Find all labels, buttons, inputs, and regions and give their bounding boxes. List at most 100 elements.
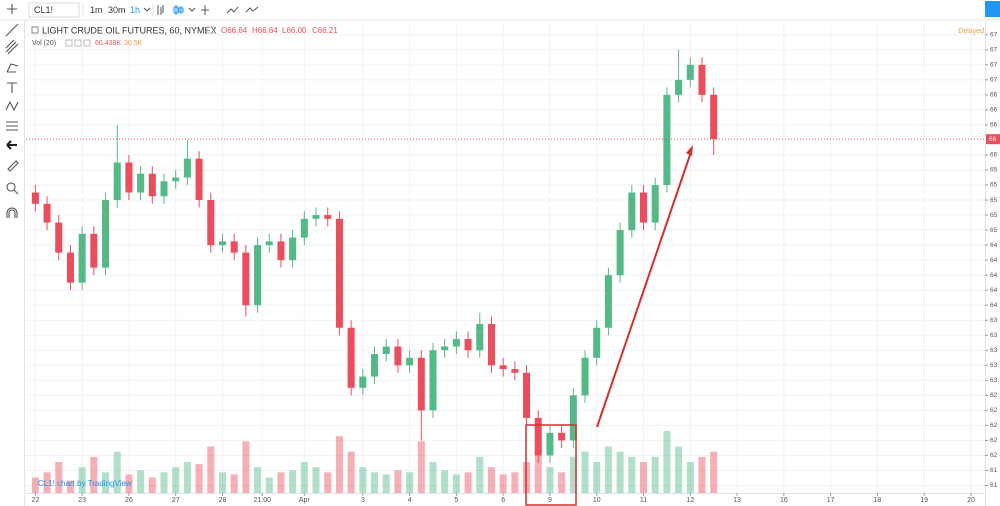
- text-tool[interactable]: [7, 82, 17, 93]
- brush-tool[interactable]: [6, 63, 19, 73]
- y-tick-label: 63: [990, 347, 998, 354]
- x-tick-label: 10: [593, 497, 601, 504]
- volume-bar: [534, 446, 542, 493]
- legend-icon: [83, 39, 91, 47]
- candle-body: [616, 230, 624, 276]
- candle-body: [394, 346, 402, 366]
- y-tick-label: 62: [990, 437, 998, 444]
- volume-bar: [616, 451, 624, 493]
- highlight-box: [525, 424, 577, 506]
- crosshair-tool[interactable]: [7, 4, 17, 14]
- ohlc-high: H66.64: [252, 26, 278, 35]
- candle-body: [569, 395, 577, 441]
- x-tick-label: 22: [31, 497, 39, 504]
- trendline-tool[interactable]: [5, 23, 19, 37]
- bars-icon[interactable]: [157, 5, 164, 15]
- arrow-head: [686, 145, 693, 156]
- candle-body: [371, 354, 379, 377]
- candle-body: [476, 323, 484, 351]
- volume-bar: [324, 472, 332, 493]
- x-tick-label: 5: [454, 497, 458, 504]
- top-bar: [0, 0, 1000, 20]
- x-tick-label: 27: [172, 497, 180, 504]
- volume-bar: [242, 441, 250, 493]
- x-tick-label: 20: [967, 497, 975, 504]
- interval[interactable]: 30m: [108, 5, 126, 15]
- compare-icon[interactable]: [201, 5, 209, 15]
- candle-body: [265, 241, 273, 246]
- symbol-box[interactable]: [28, 2, 80, 18]
- fib-tool[interactable]: [6, 121, 18, 131]
- pattern-tool[interactable]: [5, 100, 19, 112]
- zoom-tool[interactable]: [6, 182, 16, 192]
- x-tick-label: 4: [408, 497, 412, 504]
- y-tick-label: 67: [990, 47, 998, 54]
- y-tick-label: 67: [990, 77, 998, 84]
- zoom-tool-handle[interactable]: [13, 189, 19, 195]
- candle-body: [546, 432, 554, 456]
- candle-body: [452, 339, 460, 347]
- x-tick-label: 26: [125, 497, 133, 504]
- y-tick-label: 65: [990, 182, 998, 189]
- indicators-icon[interactable]: [226, 6, 239, 14]
- symbol[interactable]: CL1!: [34, 5, 53, 15]
- volume-bar: [289, 470, 297, 493]
- candle-body: [113, 162, 121, 201]
- volume-bar: [31, 477, 39, 493]
- y-tick-label: 61: [990, 482, 998, 489]
- candle-body: [66, 252, 74, 283]
- volume-bar: [125, 474, 133, 493]
- y-tick-label: 63: [990, 377, 998, 384]
- interval[interactable]: 1m: [90, 5, 103, 15]
- interval[interactable]: 1h: [130, 5, 140, 15]
- candle-body: [663, 94, 671, 186]
- y-tick-label: 66: [990, 122, 998, 129]
- volume-bar: [113, 451, 121, 493]
- settings-button[interactable]: [985, 1, 1000, 17]
- candle-body: [102, 200, 110, 268]
- volume-bar: [300, 462, 308, 493]
- candle-body: [359, 376, 367, 388]
- collapse-icon[interactable]: [31, 26, 39, 34]
- pitchfork-tool[interactable]: [5, 39, 19, 55]
- x-tick-label: Apr: [299, 497, 311, 504]
- candle-body: [581, 357, 589, 396]
- volume-bar: [172, 467, 180, 493]
- x-tick-label: 11: [640, 497, 647, 504]
- candle-body: [195, 158, 203, 201]
- candles-icon[interactable]: [173, 5, 184, 15]
- x-tick-label: 18: [874, 497, 882, 504]
- volume-bar: [593, 462, 601, 493]
- ohlc-low: L66.00: [282, 26, 307, 35]
- watermark[interactable]: CL1! chart by TradingView: [38, 479, 132, 488]
- y-tick-label: 63: [990, 317, 998, 324]
- volume-bar: [55, 462, 63, 493]
- candle-body: [242, 252, 250, 306]
- volume-bar: [417, 441, 425, 493]
- dropdown-icon[interactable]: [188, 7, 196, 12]
- volume-bar: [230, 474, 238, 493]
- volume-bar: [639, 462, 648, 493]
- candle-body: [639, 192, 648, 223]
- candle-body: [534, 417, 542, 456]
- y-tick-label: 64: [990, 257, 998, 264]
- x-tick-label: 21:00: [253, 497, 271, 504]
- volume-bar: [254, 467, 262, 493]
- volume-title: Vol (20): [32, 40, 56, 47]
- templates-icon[interactable]: [245, 6, 259, 13]
- magnet-tool[interactable]: [6, 207, 18, 218]
- x-tick-label: 12: [686, 497, 694, 504]
- measure-tool[interactable]: [7, 160, 19, 172]
- hide-tool[interactable]: [6, 140, 17, 150]
- y-tick-label: 61: [990, 467, 998, 474]
- grid: [26, 22, 985, 493]
- volume-bar: [382, 474, 390, 493]
- candle-body: [254, 245, 262, 306]
- dropdown-icon[interactable]: [143, 7, 151, 12]
- volume-bar: [183, 462, 191, 493]
- chart-title: LIGHT CRUDE OIL FUTURES, 60, NYMEX: [42, 25, 217, 35]
- x-tick-label: 13: [733, 497, 741, 504]
- y-tick-label: 66: [990, 107, 998, 114]
- candle-body: [300, 218, 308, 238]
- candle-body: [335, 218, 343, 328]
